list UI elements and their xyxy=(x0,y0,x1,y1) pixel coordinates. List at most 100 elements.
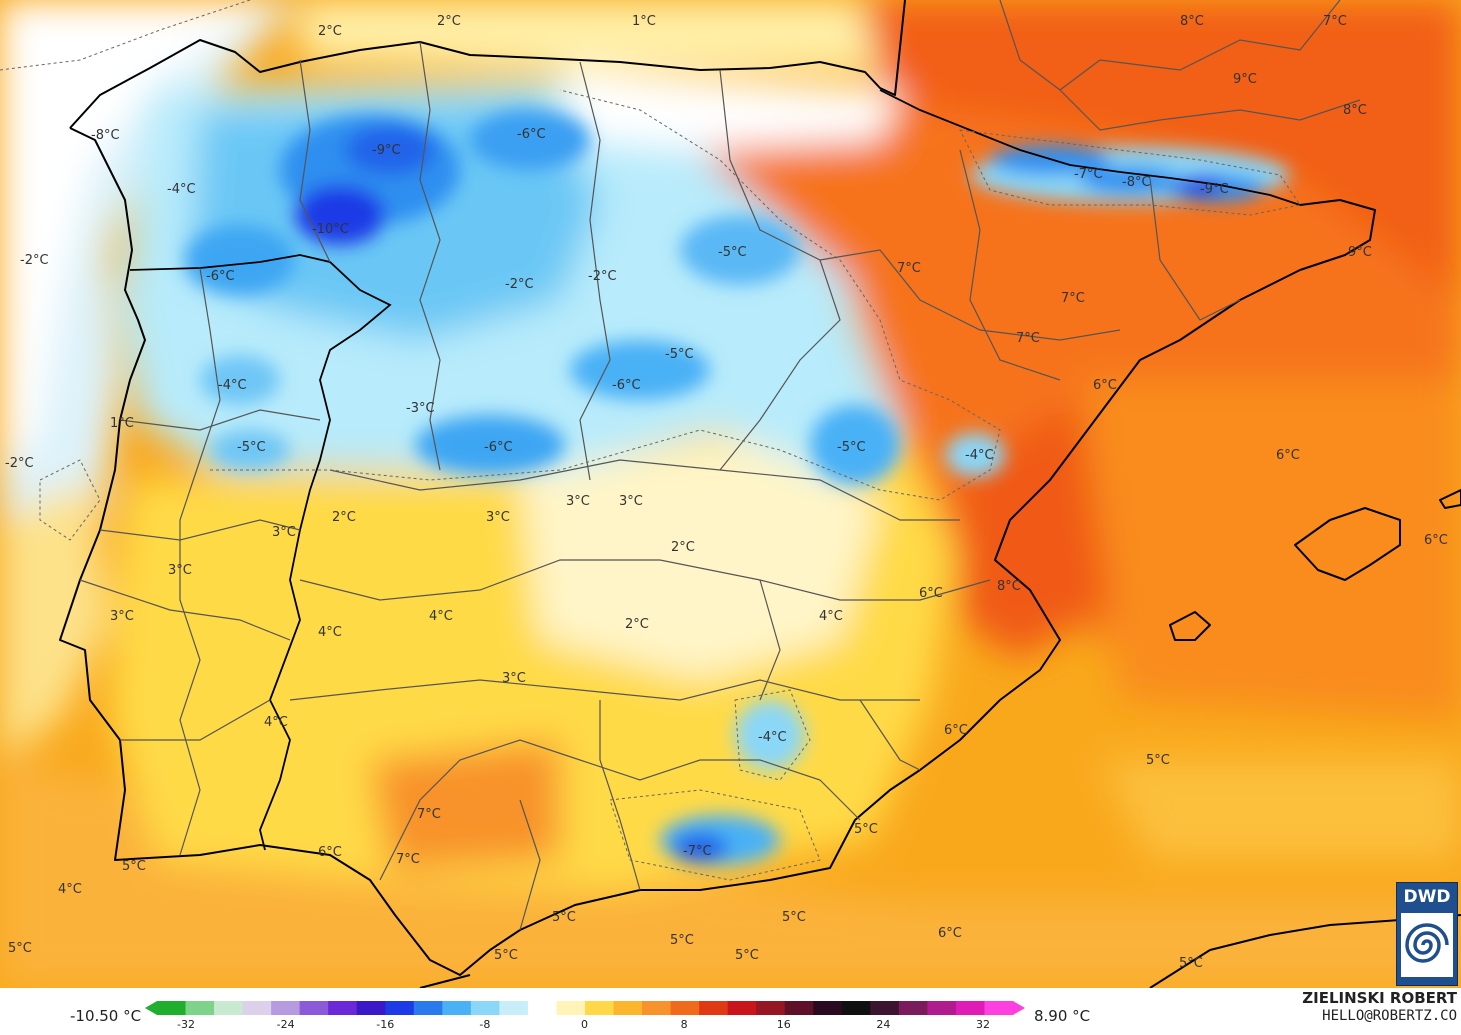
temp-label: 9°C xyxy=(1233,72,1257,87)
borders xyxy=(129,89,1301,851)
temp-label: -5°C xyxy=(718,245,747,260)
temp-label: -4°C xyxy=(758,730,787,745)
author-email: HELLO@ROBERTZ.CO xyxy=(1322,1008,1457,1024)
colorbar-tick-label: -32 xyxy=(177,1018,195,1031)
temp-label: 6°C xyxy=(1424,533,1448,548)
colorbar-segment xyxy=(442,1001,472,1015)
temp-label: 7°C xyxy=(1061,291,1085,306)
temp-label: 3°C xyxy=(272,525,296,540)
temp-label: -5°C xyxy=(237,440,266,455)
temp-label: 7°C xyxy=(1323,14,1347,29)
colorbar-tick-label: -16 xyxy=(376,1018,395,1031)
dwd-logo-text: DWD xyxy=(1403,887,1451,907)
regional-boundaries xyxy=(79,0,1361,931)
temp-label: 8°C xyxy=(997,579,1021,594)
temp-label: 1°C xyxy=(632,14,656,29)
colorbar-segment xyxy=(984,1001,1014,1015)
temp-label: 9°C xyxy=(1348,245,1372,260)
temp-label: -8°C xyxy=(1122,175,1151,190)
colorbar-tick-label: -24 xyxy=(276,1018,295,1031)
isotherms xyxy=(0,0,1301,881)
legend-min-value: -10.50 °C xyxy=(70,1007,142,1025)
temp-label: 3°C xyxy=(619,494,643,509)
temp-label: 4°C xyxy=(58,882,82,897)
colorbar-segment xyxy=(328,1001,358,1015)
colorbar-segment xyxy=(898,1001,928,1015)
temp-label: 5°C xyxy=(1146,753,1170,768)
temp-label: 6°C xyxy=(919,586,943,601)
colorbar-right-arrow xyxy=(1013,1001,1025,1015)
temp-label: -8°C xyxy=(91,128,120,143)
colorbar-segment xyxy=(784,1001,814,1015)
temp-label: 5°C xyxy=(552,910,576,925)
colorbar-segment xyxy=(556,1001,586,1015)
temp-label: 7°C xyxy=(417,807,441,822)
colorbar-segment xyxy=(813,1001,843,1015)
temp-label: 5°C xyxy=(8,941,32,956)
temp-label: 1°C xyxy=(110,416,134,431)
colorbar-tick-label: 16 xyxy=(776,1018,791,1031)
temp-label: -2°C xyxy=(588,269,617,284)
colorbar-segment xyxy=(299,1001,329,1015)
temp-label: 3°C xyxy=(110,609,134,624)
colorbar-segment xyxy=(955,1001,985,1015)
temp-label: -2°C xyxy=(505,277,534,292)
temp-label: -4°C xyxy=(218,378,247,393)
temp-label: 6°C xyxy=(318,845,342,860)
temp-label: 7°C xyxy=(897,261,921,276)
colorbar-left-arrow xyxy=(145,1001,157,1015)
temp-label: 2°C xyxy=(625,617,649,632)
colorbar-legend: -10.50 °C -32 -24 -16 -8 0 8 16 24 32 8.90 °C ZI… xyxy=(0,988,1461,1035)
colorbar-segment xyxy=(214,1001,244,1015)
temp-label: 5°C xyxy=(854,822,878,837)
colorbar-segment xyxy=(157,1001,187,1015)
temp-label: -4°C xyxy=(965,448,994,463)
cold-pockets xyxy=(185,110,1290,865)
temperature-map: 2°C 2°C 1°C 8°C 7°C 9°C 8°C -8°C -9°C -6… xyxy=(0,0,1461,988)
temp-label: 6°C xyxy=(1093,378,1117,393)
temp-label: 3°C xyxy=(502,671,526,686)
temp-label: 4°C xyxy=(429,609,453,624)
colorbar-segment xyxy=(242,1001,272,1015)
colorbar-segment xyxy=(527,1001,557,1015)
temp-label: 8°C xyxy=(1180,14,1204,29)
colorbar-segment xyxy=(870,1001,900,1015)
colorbar-segment xyxy=(613,1001,643,1015)
temp-label: 5°C xyxy=(1179,956,1203,971)
temp-label: -3°C xyxy=(406,401,435,416)
temp-label: 3°C xyxy=(168,563,192,578)
temp-label: -6°C xyxy=(612,378,641,393)
colorbar-segment xyxy=(756,1001,786,1015)
temp-label: -5°C xyxy=(837,440,866,455)
dwd-logo: DWD xyxy=(1396,882,1458,986)
temp-label: 6°C xyxy=(1276,448,1300,463)
temp-label: 4°C xyxy=(819,609,843,624)
colorbar-tick-label: -8 xyxy=(479,1018,491,1031)
colorbar-tick-label: 24 xyxy=(876,1018,891,1031)
temp-label: -2°C xyxy=(5,456,34,471)
dwd-swirl-icon xyxy=(1401,913,1453,977)
temp-label: -6°C xyxy=(484,440,513,455)
temp-label: 6°C xyxy=(938,926,962,941)
temp-label: -10°C xyxy=(312,222,349,237)
temp-label: 7°C xyxy=(1016,331,1040,346)
colorbar-segment xyxy=(413,1001,443,1015)
temp-label: 5°C xyxy=(735,948,759,963)
temp-label: 5°C xyxy=(494,948,518,963)
colorbar-segment xyxy=(927,1001,957,1015)
temp-label: -6°C xyxy=(206,269,235,284)
temp-label: -9°C xyxy=(1200,182,1229,197)
colorbar-segment xyxy=(271,1001,301,1015)
colorbar-tick-label: 8 xyxy=(680,1018,688,1031)
temp-label: 5°C xyxy=(782,910,806,925)
temp-label: -2°C xyxy=(20,253,49,268)
temp-label: -5°C xyxy=(665,347,694,362)
temp-label: -4°C xyxy=(167,182,196,197)
colorbar-segment xyxy=(670,1001,700,1015)
temp-label: 2°C xyxy=(671,540,695,555)
temp-label: -9°C xyxy=(372,143,401,158)
colorbar-segment xyxy=(470,1001,500,1015)
colorbar-segment xyxy=(727,1001,757,1015)
temp-label: 3°C xyxy=(566,494,590,509)
temp-label: 5°C xyxy=(670,933,694,948)
